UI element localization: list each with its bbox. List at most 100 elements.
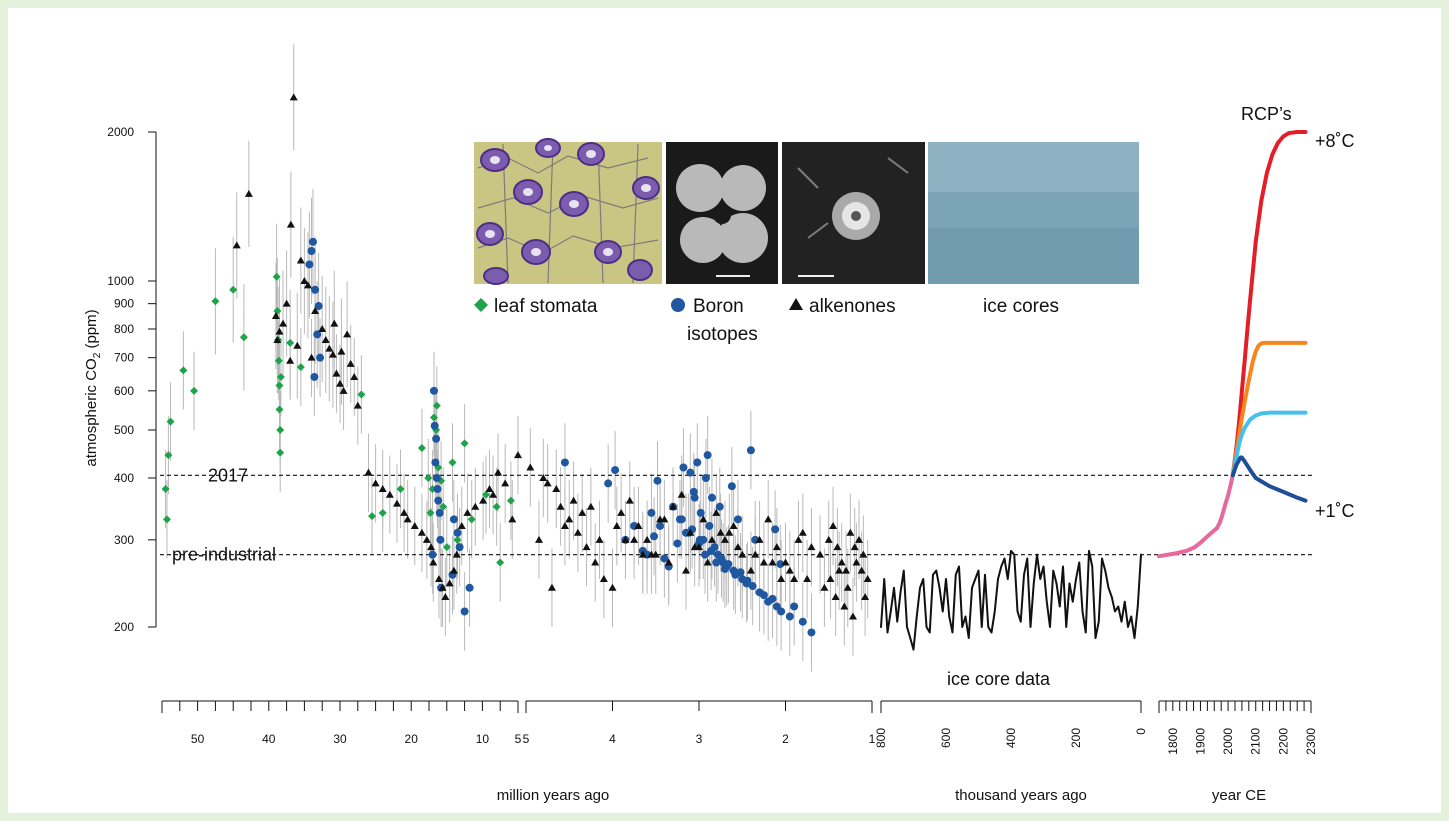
ice-core-photo [928,142,1139,284]
series-line-rcp4-5 [1230,410,1308,478]
alkenone-point [286,356,295,364]
alkenone-point [833,543,842,551]
boron-point [449,515,458,524]
y-tick-label: 600 [114,384,134,398]
boron-point [429,386,438,395]
stomata-point [442,543,451,552]
x-tick-label: 20 [405,732,419,746]
stomata-point [272,272,281,281]
stomata-point [429,413,438,422]
boron-point [715,502,724,511]
alkenone-point [307,353,316,361]
alkenone-point [244,189,253,197]
boron-point [432,434,441,443]
alkenone-point [489,490,498,498]
boron-point [807,628,816,637]
boron-point [435,508,444,517]
boron-point [768,594,777,603]
y-axis-title-sub: 2 [92,352,103,358]
y-tick-label: 300 [114,533,134,547]
boron-point [310,372,319,381]
boron-point [686,468,695,477]
x-axis-title-myr: million years ago [497,787,610,804]
x-tick-label: 600 [939,728,953,748]
boron-point [798,617,807,626]
stomata-point [496,558,505,567]
alkenone-point [434,575,443,583]
boron-point [650,532,659,541]
alkenone-point [625,496,634,504]
stomata-point [274,356,283,365]
boron-point [313,330,322,339]
boron-point [701,473,710,482]
stomata-point [161,485,170,494]
alkenone-point [463,508,472,516]
y-tick-label: 500 [114,423,134,437]
alkenone-point [843,583,852,591]
boron-point [673,539,682,548]
y-tick-label: 1000 [107,274,134,288]
boron-point [305,260,314,269]
boron-point [707,493,716,502]
alkenone-point [501,479,510,487]
rcp-title: RCP’s [1241,104,1292,124]
boron-point [712,558,721,567]
x-axis-title-year: year CE [1212,787,1266,804]
boron-point [746,446,755,455]
boron-point [705,521,714,530]
alkenone-point [526,463,535,471]
alkenone-point [863,575,872,583]
stomata-point [368,512,377,521]
stomata-point [276,448,285,457]
alkenone-point [371,479,380,487]
boron-point [777,607,786,616]
alkenone-point [699,515,708,523]
stomata-point [467,515,476,524]
alkenone-point [781,558,790,566]
stomata-point [417,443,426,452]
boron-point [431,458,440,467]
boron-point [790,602,799,611]
alkenone-point [621,535,630,543]
alkenone-point [378,485,387,493]
alkenone-point [647,550,656,558]
alkenone-point [725,528,734,536]
legend-triangle-marker [789,298,803,310]
stomata-point [239,333,248,342]
proxy-photo-panels [474,138,1139,285]
alkenone-point [669,502,678,510]
y-tick-label: 800 [114,322,134,336]
boron-point [311,285,320,294]
series-line-rcp6-0 [1230,340,1308,478]
stomata-point [460,439,469,448]
x-tick-label: 800 [874,728,888,748]
alkenone-point [556,502,565,510]
stomata-point [378,508,387,517]
alkenone-point [829,521,838,529]
boron-foraminifera-photo [666,142,778,284]
series-line--8-c [1230,130,1308,478]
boron-point [428,550,437,559]
alkenone-point [471,502,480,510]
boron-point [703,451,712,460]
boron-point [316,353,325,362]
x-tick-label: 30 [333,732,347,746]
x-tick-label: 2000 [1221,728,1235,755]
alkenone-point [400,508,409,516]
boron-point [460,607,469,616]
alkenone-point [768,558,777,566]
x-tick-label: 2 [782,732,789,746]
alkenone-point [848,612,857,620]
alkenone-point [385,490,394,498]
alkenone-point [746,566,755,574]
legend-item-ice: ice cores [983,296,1059,317]
alkenone-point [820,583,829,591]
stomata-point [166,417,175,426]
alkenone-point [807,543,816,551]
alkenone-point [837,558,846,566]
y-tick-label: 400 [114,471,134,485]
boron-point [453,528,462,537]
alkenone-point [638,550,647,558]
legend-label-ice: ice cores [983,296,1059,317]
alkenone-point [271,311,280,319]
